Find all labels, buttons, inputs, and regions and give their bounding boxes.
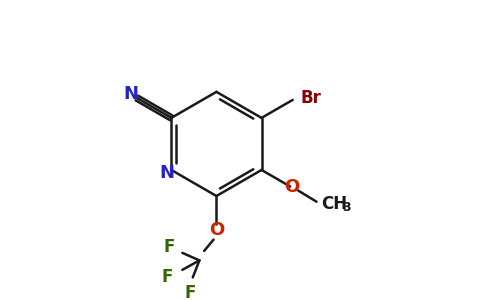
Text: CH: CH bbox=[321, 195, 348, 213]
Text: Br: Br bbox=[300, 89, 321, 107]
Text: 3: 3 bbox=[342, 201, 351, 214]
Text: N: N bbox=[159, 164, 174, 182]
Text: F: F bbox=[162, 268, 173, 286]
Text: O: O bbox=[285, 178, 300, 196]
Text: N: N bbox=[124, 85, 139, 103]
Text: F: F bbox=[184, 284, 196, 300]
Text: O: O bbox=[209, 221, 224, 239]
Text: F: F bbox=[164, 238, 175, 256]
